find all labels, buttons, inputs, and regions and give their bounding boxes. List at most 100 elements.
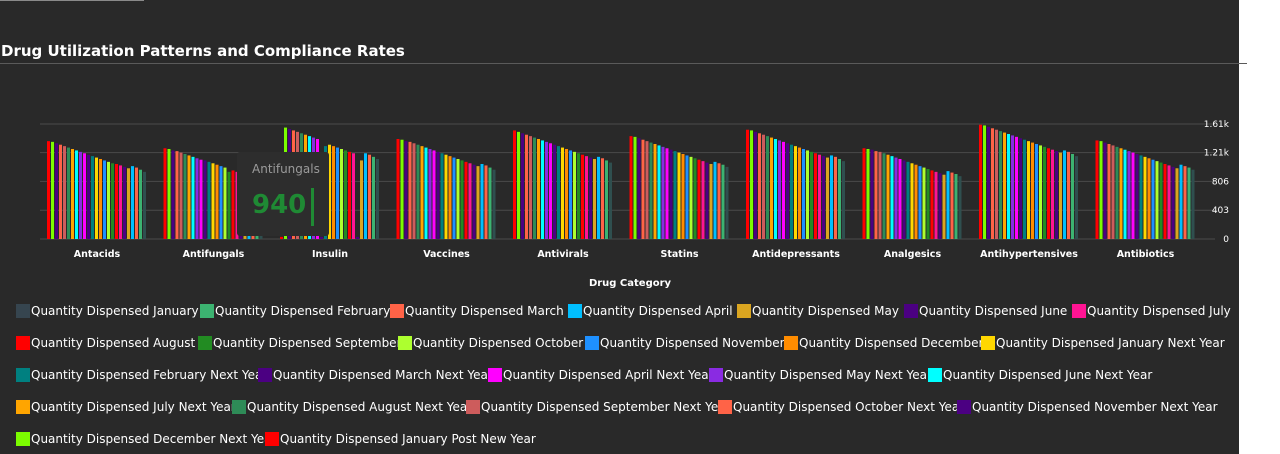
bar[interactable] [934, 171, 938, 239]
bar[interactable] [135, 167, 138, 239]
bar[interactable] [340, 149, 343, 239]
bar[interactable] [521, 133, 524, 239]
bar[interactable] [51, 141, 54, 239]
bar[interactable] [99, 159, 102, 239]
bar[interactable] [95, 157, 98, 239]
legend-item[interactable]: Quantity Dispensed July Next Year [16, 399, 236, 415]
legend-item[interactable]: Quantity Dispensed September Next Year [466, 399, 731, 415]
bar[interactable] [677, 152, 681, 239]
bar[interactable] [1071, 154, 1074, 239]
bar[interactable] [661, 146, 665, 239]
bar[interactable] [838, 159, 841, 239]
bar[interactable] [906, 161, 910, 239]
bar[interactable] [448, 156, 452, 239]
bar[interactable] [452, 157, 456, 239]
bar[interactable] [488, 167, 492, 239]
legend-item[interactable]: Quantity Dispensed November Next Year [957, 399, 1218, 415]
bar[interactable] [782, 141, 785, 239]
legend-item[interactable]: Quantity Dispensed March Next Year [258, 367, 493, 383]
bar[interactable] [456, 159, 460, 239]
bar[interactable] [914, 164, 918, 239]
legend-item[interactable]: Quantity Dispensed May [737, 303, 899, 319]
bar[interactable] [1159, 162, 1163, 239]
bar[interactable] [1051, 149, 1054, 239]
bar[interactable] [364, 153, 367, 239]
bar[interactable] [930, 170, 934, 239]
bar[interactable] [979, 124, 982, 239]
bar[interactable] [83, 153, 86, 239]
bar[interactable] [910, 163, 914, 239]
bar[interactable] [1183, 166, 1187, 239]
bar[interactable] [991, 128, 994, 239]
bar[interactable] [557, 146, 560, 239]
bar[interactable] [758, 133, 761, 239]
bar[interactable] [790, 144, 793, 239]
bar[interactable] [637, 138, 641, 239]
bar[interactable] [63, 146, 66, 239]
bar[interactable] [203, 160, 207, 239]
bar[interactable] [1099, 141, 1103, 239]
bar[interactable] [810, 151, 813, 239]
bar[interactable] [1123, 149, 1127, 239]
bar[interactable] [1003, 132, 1006, 239]
bar[interactable] [597, 156, 600, 239]
bar[interactable] [223, 167, 227, 239]
bar[interactable] [404, 141, 408, 239]
bar[interactable] [127, 168, 130, 239]
bar[interactable] [665, 148, 669, 239]
bar[interactable] [336, 147, 339, 239]
bar[interactable] [701, 161, 705, 239]
bar[interactable] [1075, 156, 1078, 239]
bar[interactable] [601, 158, 604, 239]
bar[interactable] [1119, 148, 1123, 239]
bar[interactable] [432, 150, 436, 239]
bar[interactable] [476, 166, 480, 239]
bar[interactable] [830, 155, 833, 239]
bar[interactable] [280, 236, 283, 239]
bar[interactable] [67, 147, 70, 239]
bar[interactable] [593, 159, 596, 239]
bar[interactable] [697, 159, 701, 239]
legend-item[interactable]: Quantity Dispensed June Next Year [928, 367, 1152, 383]
bar[interactable] [400, 139, 404, 239]
legend-item[interactable]: Quantity Dispensed September [198, 335, 402, 351]
bar[interactable] [131, 166, 134, 239]
bar[interactable] [814, 153, 817, 239]
legend-item[interactable]: Quantity Dispensed October Next Year [718, 399, 964, 415]
bar[interactable] [1167, 165, 1171, 239]
bar[interactable] [1023, 139, 1026, 239]
bar[interactable] [75, 150, 78, 239]
bar[interactable] [898, 159, 902, 239]
bar[interactable] [874, 151, 878, 239]
bar[interactable] [673, 151, 677, 239]
bar[interactable] [484, 165, 488, 239]
bar[interactable] [822, 156, 825, 239]
bar[interactable] [115, 164, 118, 239]
bar[interactable] [890, 156, 894, 239]
bar[interactable] [328, 144, 331, 239]
bar[interactable] [754, 131, 757, 239]
bar[interactable] [862, 148, 866, 239]
bar[interactable] [344, 150, 347, 239]
bar[interactable] [794, 146, 797, 239]
bar[interactable] [533, 137, 536, 239]
legend-item[interactable]: Quantity Dispensed January [16, 303, 199, 319]
bar[interactable] [199, 159, 203, 239]
bar[interactable] [681, 154, 685, 239]
bar[interactable] [999, 131, 1002, 239]
bar[interactable] [420, 146, 424, 239]
bar[interactable] [641, 139, 645, 239]
bar[interactable] [995, 129, 998, 239]
bar[interactable] [187, 155, 191, 239]
bar[interactable] [91, 156, 94, 239]
bar[interactable] [983, 125, 986, 239]
bar[interactable] [762, 134, 765, 239]
bar[interactable] [215, 164, 219, 239]
bar[interactable] [231, 170, 235, 239]
legend-item[interactable]: Quantity Dispensed December Next Year [16, 431, 276, 447]
bar[interactable] [103, 160, 106, 239]
bar[interactable] [1143, 156, 1147, 239]
bar[interactable] [436, 151, 440, 239]
bar[interactable] [1039, 145, 1042, 239]
bar[interactable] [818, 154, 821, 239]
